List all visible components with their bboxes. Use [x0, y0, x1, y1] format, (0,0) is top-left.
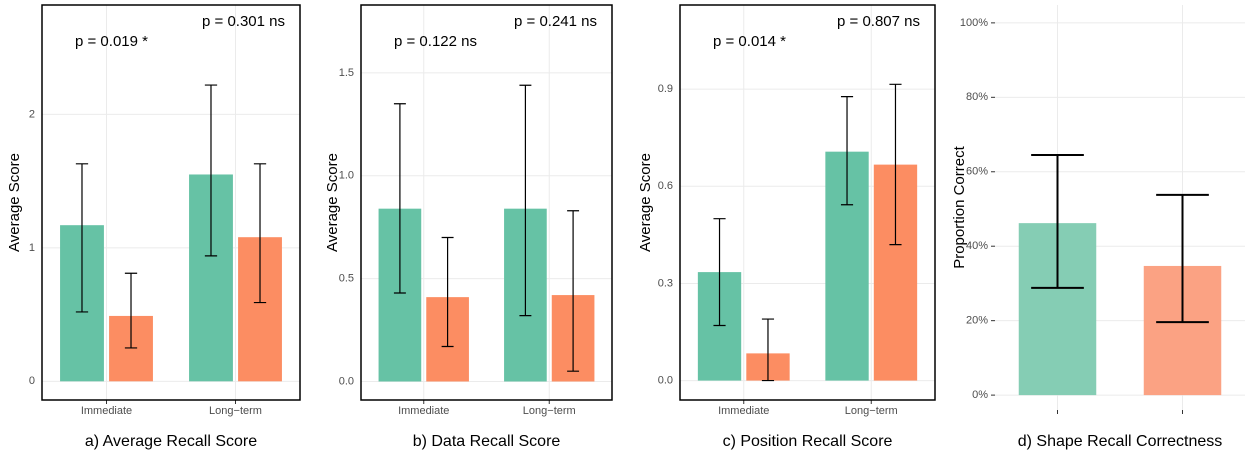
panel-caption: d) Shape Recall Correctness [1018, 433, 1223, 450]
annotation: p = 0.014 * [713, 33, 786, 50]
panel-caption: a) Average Recall Score [85, 433, 257, 450]
y-axis-title: Average Score [6, 153, 23, 252]
error-bar [204, 84, 218, 257]
y-tick-label: 0.0 [658, 374, 673, 386]
y-tick-label: 1.5 [339, 67, 354, 79]
y-tick-label: 0 [29, 375, 35, 387]
error-bar [75, 163, 89, 313]
x-tick-label: Long−term [523, 405, 576, 417]
y-tick-label: 0.3 [658, 277, 673, 289]
y-tick-label: 0.9 [658, 83, 673, 95]
annotation: p = 0.301 ns [202, 13, 285, 30]
y-tick-label: 20% [966, 315, 988, 327]
y-tick-label: 0.6 [658, 180, 673, 192]
y-tick-label: 40% [966, 240, 988, 252]
y-tick-label: 60% [966, 166, 988, 178]
error-bar [567, 210, 580, 372]
x-tick-label: Immediate [81, 405, 132, 417]
panel-caption: b) Data Recall Score [413, 433, 561, 450]
frame [679, 4, 936, 401]
frame [41, 4, 301, 401]
y-tick-label: 80% [966, 91, 988, 103]
y-axis-title: Proportion Correct [951, 145, 968, 268]
x-tick-label: Long−term [209, 405, 262, 417]
annotation: p = 0.241 ns [514, 13, 597, 30]
error-bar [393, 103, 406, 294]
y-tick-label: 100% [960, 17, 988, 29]
y-axis-title: Average Score [637, 153, 654, 252]
error-bar [1156, 193, 1209, 324]
frame [360, 4, 613, 401]
error-bar [519, 84, 532, 317]
x-tick-label: Immediate [398, 405, 449, 417]
error-bar [441, 236, 454, 348]
annotation: p = 0.807 ns [837, 13, 920, 30]
error-bar [889, 83, 902, 246]
error-bar [253, 163, 267, 304]
y-tick-label: 0.5 [339, 273, 354, 285]
error-bar [713, 218, 726, 327]
error-bar [124, 272, 138, 349]
error-bar [1031, 154, 1084, 289]
error-bar [761, 318, 775, 382]
error-bar [840, 96, 854, 206]
annotation: p = 0.122 ns [394, 33, 477, 50]
y-tick-label: 1 [29, 242, 35, 254]
x-tick-label: Long−term [845, 405, 898, 417]
panel-caption: c) Position Recall Score [723, 433, 893, 450]
x-tick-label: Immediate [718, 405, 769, 417]
y-tick-label: 1.0 [339, 170, 354, 182]
y-tick-label: 0% [972, 389, 988, 401]
y-tick-label: 0.0 [339, 375, 354, 387]
annotation: p = 0.019 * [75, 33, 148, 50]
y-tick-label: 2 [29, 108, 35, 120]
y-axis-title: Average Score [324, 153, 341, 252]
